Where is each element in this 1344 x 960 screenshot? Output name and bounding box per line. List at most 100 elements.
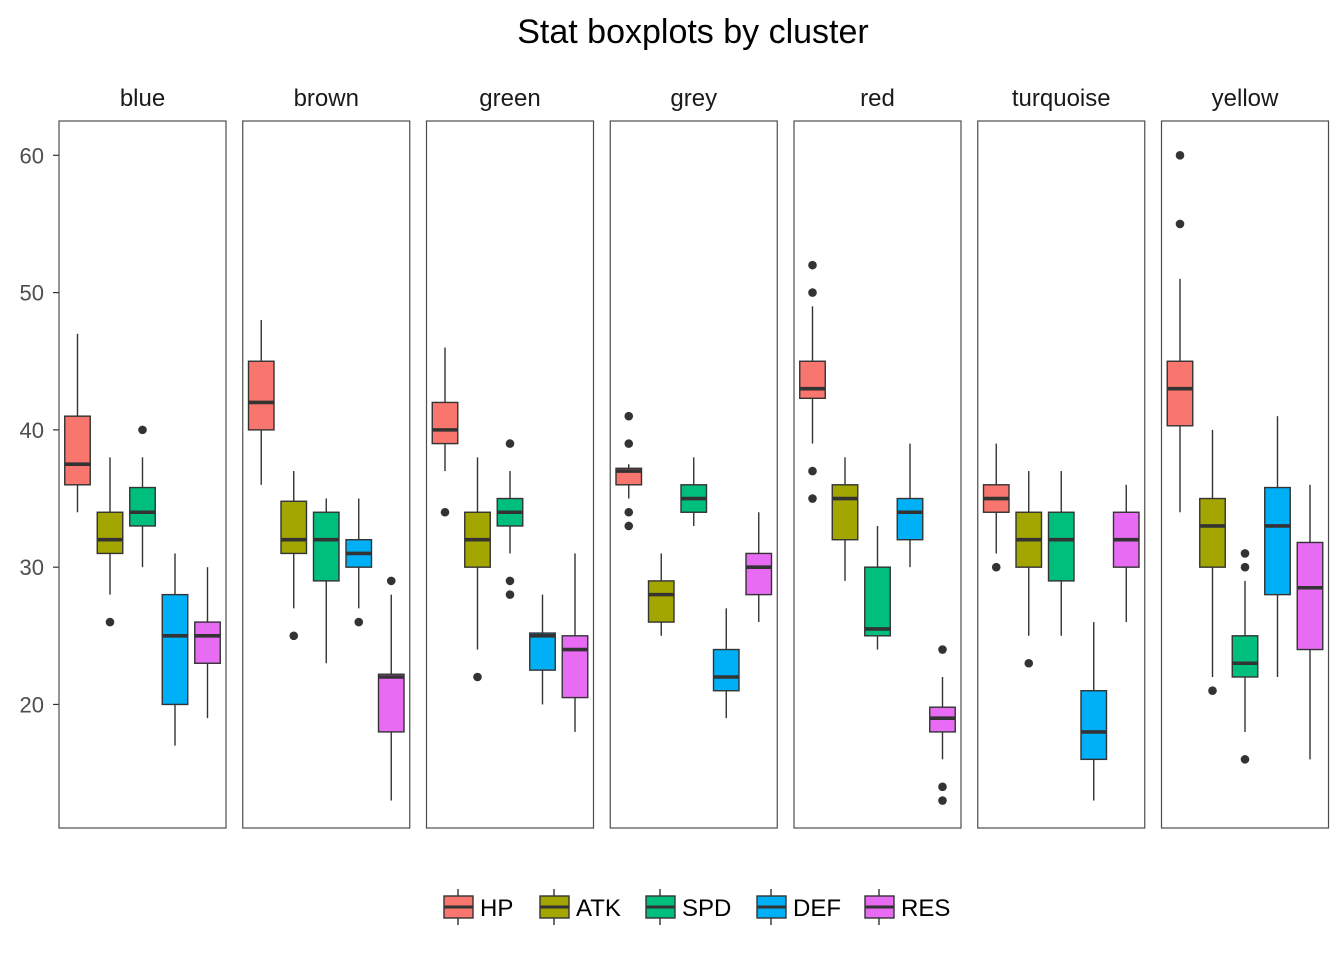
panel-turquoise: turquoise: [977, 85, 1146, 829]
box-SPD: [496, 439, 524, 599]
box-iqr: [864, 566, 891, 637]
box-ATK: [96, 457, 124, 627]
outlier-point: [505, 576, 515, 586]
box-ATK: [1199, 429, 1226, 696]
facet-label: brown: [294, 85, 359, 112]
box-iqr: [129, 486, 156, 527]
box-RES: [377, 576, 405, 801]
box-iqr: [831, 484, 859, 541]
panel-yellow: yellow: [1160, 85, 1330, 829]
box-ATK: [280, 471, 308, 641]
facet-label: green: [479, 85, 540, 112]
box-SPD: [680, 457, 708, 526]
facet-label: grey: [670, 85, 717, 112]
box-iqr: [1080, 690, 1108, 761]
box-iqr: [1264, 486, 1291, 596]
panel-border: [793, 120, 962, 829]
outlier-point: [1175, 151, 1185, 160]
box-DEF: [1264, 416, 1291, 677]
box-HP: [615, 411, 643, 531]
outlier-point: [1240, 549, 1250, 558]
box-HP: [982, 443, 1010, 572]
box-iqr: [431, 401, 459, 445]
facet-label: blue: [120, 85, 165, 112]
box-iqr: [561, 635, 589, 699]
box-RES: [929, 645, 956, 805]
legend-item-RES: RES: [864, 889, 950, 925]
box-SPD: [129, 425, 156, 568]
legend-label: RES: [901, 895, 950, 922]
box-SPD: [1231, 549, 1259, 764]
panel-border: [58, 120, 227, 829]
outlier-point: [624, 411, 634, 421]
box-iqr: [64, 415, 91, 486]
outlier-point: [808, 466, 817, 476]
box-HP: [1166, 151, 1194, 513]
box-RES: [1112, 484, 1140, 623]
panel-border: [609, 120, 778, 829]
outlier-point: [808, 494, 817, 503]
box-iqr: [96, 511, 124, 555]
box-iqr: [529, 632, 556, 671]
outlier-point: [138, 425, 147, 435]
box-iqr: [799, 360, 826, 400]
legend-item-SPD: SPD: [645, 889, 731, 925]
outlier-point: [440, 507, 450, 517]
legend-item-HP: HP: [443, 889, 513, 925]
outlier-point: [1240, 755, 1250, 764]
outlier-point: [1208, 686, 1217, 696]
box-ATK: [647, 553, 675, 636]
legend: HP ATK SPD DEF RES: [443, 889, 950, 925]
box-HP: [64, 333, 91, 513]
facet-label: yellow: [1212, 85, 1279, 112]
outlier-point: [624, 439, 634, 448]
outlier-point: [938, 645, 947, 654]
box-RES: [561, 553, 589, 732]
box-RES: [194, 567, 221, 719]
chart-title: Stat boxplots by cluster: [517, 13, 869, 51]
legend-item-DEF: DEF: [756, 889, 841, 925]
box-DEF: [161, 553, 189, 746]
box-iqr: [896, 497, 924, 541]
box-DEF: [712, 608, 740, 719]
panel-border: [977, 120, 1146, 829]
box-iqr: [712, 648, 740, 692]
box-iqr: [312, 511, 340, 582]
box-iqr: [1199, 497, 1226, 568]
y-tick-label: 40: [20, 418, 44, 443]
legend-label: ATK: [576, 895, 621, 922]
facet-label: turquoise: [1012, 85, 1111, 112]
box-SPD: [312, 498, 340, 664]
panel-brown: brown: [242, 85, 411, 829]
box-HP: [799, 260, 826, 503]
facet-panels: blue brown green grey red turquoise yellow: [58, 85, 1330, 829]
panel-border: [425, 120, 595, 829]
y-axis: 20 30 40 50 60: [20, 143, 59, 717]
box-ATK: [464, 457, 491, 682]
box-iqr: [194, 621, 221, 664]
box-iqr: [247, 360, 275, 431]
box-ATK: [831, 457, 859, 581]
outlier-point: [808, 288, 817, 297]
box-RES: [1296, 484, 1324, 760]
box-DEF: [896, 443, 924, 568]
outlier-point: [386, 576, 396, 586]
box-DEF: [529, 594, 556, 705]
y-tick-label: 60: [20, 143, 44, 168]
box-RES: [745, 512, 773, 623]
box-HP: [431, 347, 459, 517]
outlier-point: [289, 631, 299, 641]
legend-label: HP: [480, 895, 513, 922]
outlier-point: [1175, 219, 1185, 229]
outlier-point: [505, 590, 515, 599]
box-SPD: [1047, 471, 1075, 636]
y-tick-label: 30: [20, 555, 44, 580]
panel-grey: grey: [609, 85, 778, 829]
box-iqr: [745, 552, 773, 596]
outlier-point: [808, 260, 817, 270]
legend-item-ATK: ATK: [539, 889, 621, 925]
box-iqr: [161, 593, 189, 706]
outlier-point: [624, 507, 634, 517]
outlier-point: [105, 617, 115, 627]
